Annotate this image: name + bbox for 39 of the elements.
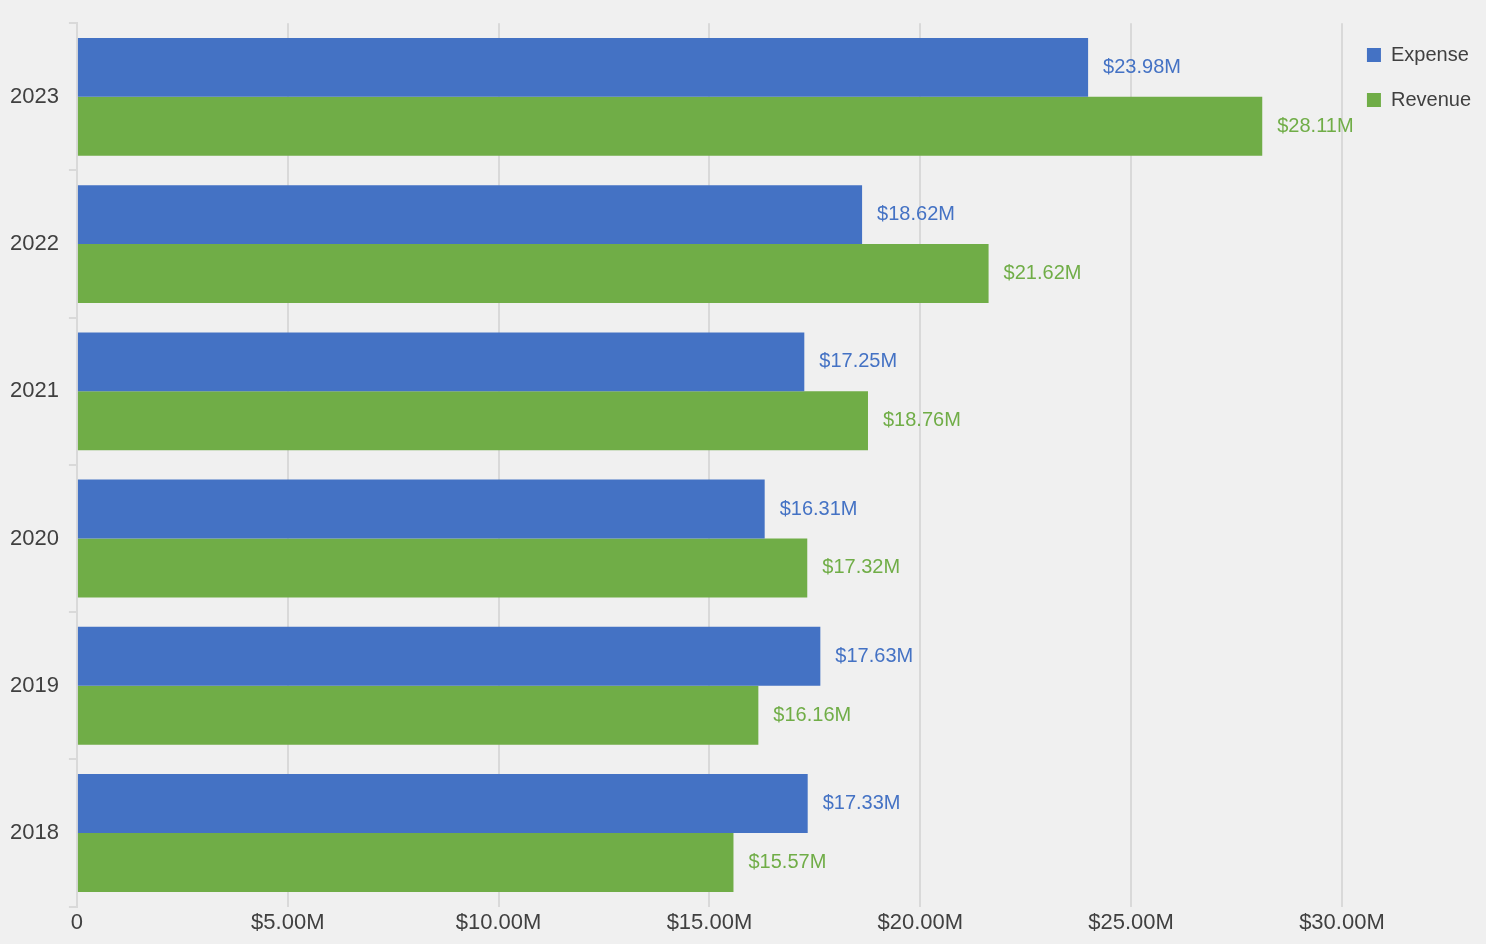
- bar: [77, 244, 989, 303]
- y-tick-label: 2022: [9, 230, 59, 256]
- bar: [77, 37, 1089, 97]
- data-label: $18.62M: [877, 202, 955, 225]
- x-tick-label: 0: [70, 908, 84, 934]
- x-tick-label: $15.00M: [666, 908, 753, 934]
- data-label: $17.33M: [822, 791, 901, 814]
- y-tick-label: 2020: [9, 524, 59, 550]
- x-tick-label: $25.00M: [1088, 908, 1174, 934]
- data-label: $16.16M: [773, 702, 852, 725]
- data-label: $16.31M: [779, 496, 858, 519]
- bar: [77, 391, 868, 451]
- y-tick-label: 2023: [9, 82, 59, 108]
- y-tick-label: 2019: [9, 671, 59, 697]
- bar: [77, 774, 808, 833]
- bar: [77, 538, 808, 598]
- x-tick-label: $20.00M: [877, 908, 964, 934]
- data-label: $17.25M: [819, 349, 898, 372]
- x-tick-label: $10.00M: [455, 908, 542, 934]
- data-label: $21.62M: [1003, 261, 1082, 284]
- data-label: $15.57M: [748, 849, 827, 872]
- data-label: $17.32M: [822, 555, 901, 578]
- bar: [77, 626, 821, 686]
- legend-label: Expense: [1390, 42, 1469, 65]
- y-tick-label: 2018: [9, 819, 59, 845]
- bar: [77, 332, 805, 392]
- bar: [77, 96, 1263, 156]
- y-tick-label: 2021: [9, 377, 59, 403]
- legend-label: Revenue: [1390, 87, 1471, 110]
- bar: [77, 479, 765, 539]
- data-label: $28.11M: [1277, 113, 1354, 136]
- x-tick-label: $30.00M: [1299, 908, 1385, 934]
- x-tick-label: $5.00M: [251, 908, 325, 934]
- data-label: $23.98M: [1103, 54, 1181, 77]
- bar: [77, 185, 863, 245]
- bar: [77, 685, 759, 745]
- bar: [77, 832, 734, 892]
- data-label: $18.76M: [882, 408, 961, 431]
- data-label: $17.63M: [835, 643, 914, 666]
